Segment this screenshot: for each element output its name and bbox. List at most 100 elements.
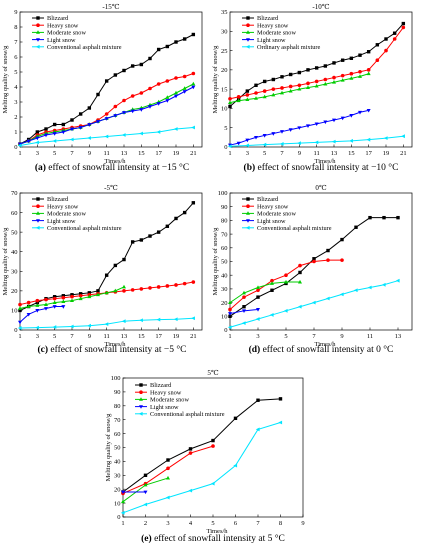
caption-letter: (d) bbox=[249, 344, 261, 355]
data-point bbox=[366, 137, 371, 142]
y-tick-label: 8 bbox=[14, 24, 17, 31]
data-point bbox=[18, 320, 22, 325]
data-point bbox=[332, 75, 336, 80]
data-point bbox=[165, 95, 170, 99]
data-point bbox=[26, 312, 31, 317]
data-point bbox=[401, 21, 406, 26]
x-tick-label: 15 bbox=[348, 150, 355, 157]
data-point bbox=[182, 86, 187, 90]
data-point bbox=[35, 136, 40, 141]
data-point bbox=[233, 416, 238, 421]
legend-label: Moderate snow bbox=[257, 211, 296, 218]
data-point bbox=[121, 319, 126, 324]
data-point bbox=[228, 307, 232, 312]
y-tick-label: 0 bbox=[14, 327, 17, 334]
data-point bbox=[139, 238, 144, 242]
data-point bbox=[104, 134, 109, 139]
data-point bbox=[35, 298, 40, 303]
data-point bbox=[254, 96, 258, 100]
y-tick-label: 5 bbox=[224, 125, 227, 132]
data-point bbox=[256, 308, 260, 312]
x-tick-label: 3 bbox=[36, 333, 39, 340]
data-point bbox=[121, 133, 126, 137]
data-point bbox=[165, 79, 170, 83]
x-axis-label: Times/h bbox=[314, 341, 336, 348]
data-point bbox=[174, 90, 178, 95]
data-point bbox=[165, 44, 170, 49]
legend-marker bbox=[35, 44, 40, 49]
legend-label: Conventional asphalt mixture bbox=[47, 44, 122, 51]
x-tick-label: 2 bbox=[144, 520, 147, 527]
legend-label: Heavy snow bbox=[257, 22, 289, 29]
data-point bbox=[297, 70, 302, 75]
y-tick-label: 100 bbox=[111, 375, 121, 382]
data-point bbox=[44, 133, 48, 138]
data-point bbox=[188, 451, 193, 455]
data-point bbox=[270, 281, 274, 285]
y-tick-label: 70 bbox=[11, 190, 18, 197]
series-2 bbox=[228, 25, 406, 101]
data-point bbox=[349, 76, 354, 80]
data-point bbox=[70, 298, 74, 303]
y-axis-label: Melting quality of snow/g bbox=[212, 45, 219, 113]
data-point bbox=[122, 284, 126, 289]
x-tick-label: 3 bbox=[36, 150, 39, 157]
data-point bbox=[280, 86, 284, 90]
data-point bbox=[139, 287, 144, 291]
data-point bbox=[44, 302, 48, 306]
data-point bbox=[245, 138, 250, 143]
chart-caption: (e) effect of snowfall intensity at 5 °C bbox=[141, 533, 285, 544]
data-point bbox=[52, 300, 57, 304]
data-point bbox=[366, 68, 371, 72]
data-point bbox=[173, 127, 178, 131]
x-tick-label: 3 bbox=[166, 520, 169, 527]
data-point bbox=[323, 77, 328, 82]
data-point bbox=[298, 263, 302, 268]
data-point bbox=[314, 83, 319, 88]
data-point bbox=[182, 74, 187, 79]
series-4 bbox=[18, 305, 66, 325]
data-point bbox=[384, 48, 388, 53]
data-point bbox=[306, 68, 310, 72]
data-point bbox=[270, 288, 274, 292]
y-tick-label: 6 bbox=[14, 54, 18, 61]
series-line bbox=[122, 398, 281, 493]
legend-label: Moderate snow bbox=[150, 397, 189, 404]
legend-label: Heavy snow bbox=[257, 203, 289, 210]
data-point bbox=[323, 64, 328, 68]
data-point bbox=[148, 105, 152, 109]
legend-marker bbox=[246, 16, 250, 20]
x-tick-label: 17 bbox=[155, 150, 162, 157]
data-point bbox=[35, 303, 40, 307]
plot-frame bbox=[229, 11, 413, 148]
data-point bbox=[96, 289, 100, 293]
data-point bbox=[156, 82, 161, 86]
data-point bbox=[340, 116, 345, 121]
x-tick-label: 5 bbox=[211, 520, 214, 527]
data-point bbox=[104, 79, 109, 83]
data-point bbox=[314, 66, 319, 70]
data-point bbox=[70, 293, 74, 297]
y-tick-label: 10 bbox=[221, 106, 228, 113]
x-tick-label: 7 bbox=[70, 333, 74, 340]
x-tick-label: 11 bbox=[367, 333, 373, 340]
data-point bbox=[297, 83, 302, 88]
y-tick-label: 3 bbox=[14, 99, 17, 106]
y-axis-label: Melting quality of snow/g bbox=[2, 227, 9, 295]
data-point bbox=[191, 81, 196, 86]
data-point bbox=[166, 458, 170, 462]
x-tick-label: 21 bbox=[400, 150, 407, 157]
data-point bbox=[191, 85, 196, 90]
y-tick-label: 30 bbox=[221, 286, 228, 293]
x-tick-label: 1 bbox=[228, 333, 231, 340]
data-point bbox=[280, 75, 284, 79]
data-point bbox=[122, 289, 126, 293]
data-point bbox=[349, 71, 354, 76]
x-tick-label: 17 bbox=[155, 333, 162, 340]
y-tick-label: 15 bbox=[221, 86, 228, 93]
data-point bbox=[87, 294, 92, 299]
data-point bbox=[262, 94, 267, 99]
data-point bbox=[262, 79, 267, 84]
legend-label: Blizzard bbox=[257, 196, 279, 203]
